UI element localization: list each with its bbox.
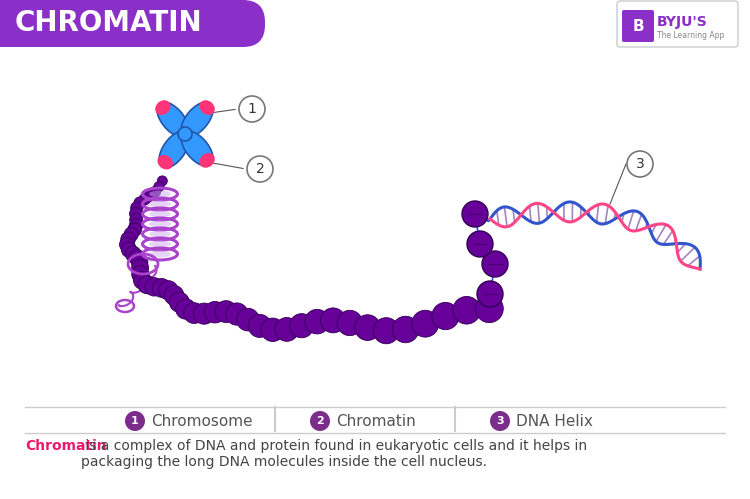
Circle shape xyxy=(164,285,184,305)
Circle shape xyxy=(627,151,653,177)
Text: 2: 2 xyxy=(316,416,324,426)
Text: DNA Helix: DNA Helix xyxy=(516,414,593,429)
Ellipse shape xyxy=(200,153,214,168)
Ellipse shape xyxy=(149,201,171,208)
Circle shape xyxy=(122,242,136,257)
Ellipse shape xyxy=(159,131,189,168)
Ellipse shape xyxy=(178,127,192,141)
Ellipse shape xyxy=(182,102,213,137)
Circle shape xyxy=(304,309,329,334)
Circle shape xyxy=(194,303,214,324)
Circle shape xyxy=(247,156,273,182)
Circle shape xyxy=(176,299,196,319)
Ellipse shape xyxy=(155,100,170,115)
Circle shape xyxy=(130,219,143,232)
Circle shape xyxy=(128,223,142,237)
Circle shape xyxy=(130,208,142,220)
Ellipse shape xyxy=(158,155,173,170)
Ellipse shape xyxy=(149,250,171,257)
Ellipse shape xyxy=(149,191,171,198)
Ellipse shape xyxy=(149,231,171,238)
Circle shape xyxy=(477,281,503,307)
Circle shape xyxy=(204,301,226,323)
Ellipse shape xyxy=(149,241,171,248)
Circle shape xyxy=(275,317,298,341)
Bar xyxy=(0,0,22,47)
Circle shape xyxy=(320,308,346,333)
Text: B: B xyxy=(632,18,644,33)
Ellipse shape xyxy=(149,221,171,228)
Circle shape xyxy=(131,254,148,270)
Circle shape xyxy=(134,271,152,289)
Circle shape xyxy=(119,237,134,252)
Circle shape xyxy=(124,227,138,242)
Circle shape xyxy=(121,232,136,247)
Circle shape xyxy=(432,302,459,330)
FancyBboxPatch shape xyxy=(622,10,654,42)
Text: Chromosome: Chromosome xyxy=(151,414,253,429)
Text: 1: 1 xyxy=(131,416,139,426)
Circle shape xyxy=(125,246,141,262)
Circle shape xyxy=(145,277,164,296)
Circle shape xyxy=(374,318,399,344)
Circle shape xyxy=(261,318,284,341)
Circle shape xyxy=(462,201,488,227)
Ellipse shape xyxy=(149,211,171,218)
Circle shape xyxy=(130,213,142,226)
Circle shape xyxy=(215,300,237,322)
FancyBboxPatch shape xyxy=(0,0,265,47)
Circle shape xyxy=(152,278,171,297)
Circle shape xyxy=(310,411,330,431)
Circle shape xyxy=(154,182,164,192)
Text: The Learning App: The Learning App xyxy=(657,30,724,39)
Text: Chromatin: Chromatin xyxy=(25,439,106,453)
Text: 2: 2 xyxy=(256,162,264,176)
Circle shape xyxy=(129,250,146,266)
Text: is a complex of DNA and protein found in eukaryotic cells and it helps in
packag: is a complex of DNA and protein found in… xyxy=(81,439,587,469)
Circle shape xyxy=(248,314,272,337)
Text: Chromatin: Chromatin xyxy=(336,414,416,429)
Circle shape xyxy=(159,280,178,300)
Ellipse shape xyxy=(200,100,214,115)
Circle shape xyxy=(145,190,156,201)
Circle shape xyxy=(453,296,481,324)
Circle shape xyxy=(355,315,380,340)
Circle shape xyxy=(476,294,503,323)
Circle shape xyxy=(482,251,508,277)
Circle shape xyxy=(140,193,151,205)
Circle shape xyxy=(138,276,156,294)
Ellipse shape xyxy=(182,131,213,166)
Circle shape xyxy=(338,310,362,336)
Circle shape xyxy=(467,231,493,257)
Circle shape xyxy=(490,411,510,431)
Circle shape xyxy=(132,265,149,283)
Text: 3: 3 xyxy=(496,416,504,426)
Circle shape xyxy=(125,411,145,431)
Circle shape xyxy=(132,259,148,276)
Text: 1: 1 xyxy=(248,102,256,116)
Circle shape xyxy=(412,310,439,337)
Circle shape xyxy=(290,313,314,338)
Circle shape xyxy=(392,316,418,343)
Ellipse shape xyxy=(157,102,189,137)
Circle shape xyxy=(170,292,189,312)
Text: BYJU'S: BYJU'S xyxy=(657,15,708,29)
Circle shape xyxy=(134,197,146,209)
Circle shape xyxy=(226,303,248,325)
Circle shape xyxy=(130,202,143,214)
Text: 3: 3 xyxy=(635,157,644,171)
Circle shape xyxy=(150,187,160,197)
FancyBboxPatch shape xyxy=(617,1,738,47)
Text: CHROMATIN: CHROMATIN xyxy=(15,9,202,37)
Circle shape xyxy=(184,303,205,323)
Circle shape xyxy=(239,96,265,122)
Circle shape xyxy=(158,176,167,186)
Circle shape xyxy=(236,308,260,331)
